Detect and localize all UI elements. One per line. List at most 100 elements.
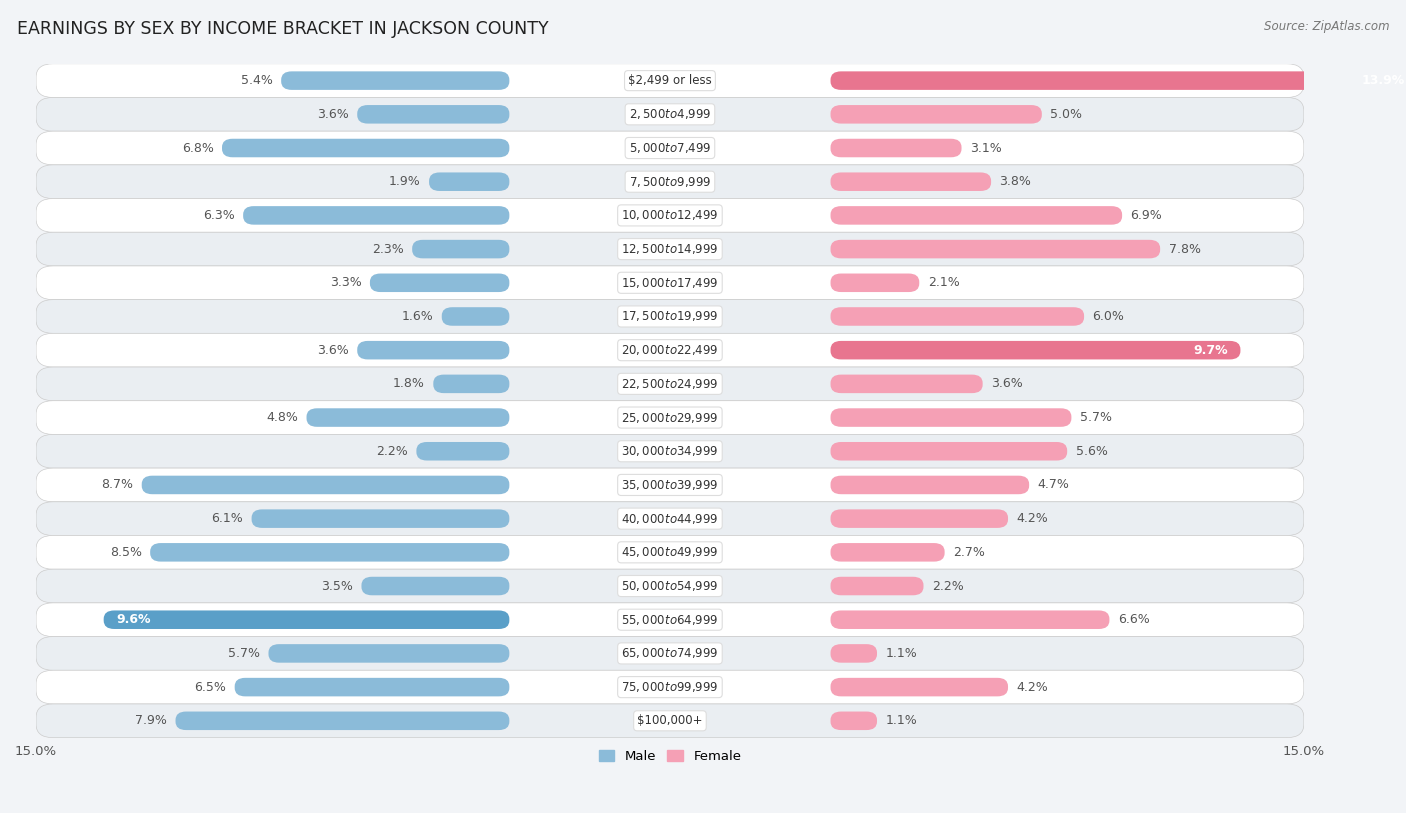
- Text: 5.0%: 5.0%: [1050, 108, 1083, 121]
- FancyBboxPatch shape: [37, 637, 1303, 670]
- Text: $35,000 to $39,999: $35,000 to $39,999: [621, 478, 718, 492]
- Text: 7.8%: 7.8%: [1168, 242, 1201, 255]
- Text: $30,000 to $34,999: $30,000 to $34,999: [621, 444, 718, 459]
- FancyBboxPatch shape: [37, 131, 1303, 165]
- Text: 3.5%: 3.5%: [321, 580, 353, 593]
- FancyBboxPatch shape: [429, 172, 509, 191]
- FancyBboxPatch shape: [831, 375, 983, 393]
- Text: 9.6%: 9.6%: [117, 613, 150, 626]
- Text: 1.8%: 1.8%: [392, 377, 425, 390]
- FancyBboxPatch shape: [831, 476, 1029, 494]
- FancyBboxPatch shape: [307, 408, 509, 427]
- FancyBboxPatch shape: [37, 401, 1303, 434]
- Text: 2.2%: 2.2%: [932, 580, 963, 593]
- FancyBboxPatch shape: [831, 341, 1240, 359]
- Legend: Male, Female: Male, Female: [593, 745, 747, 768]
- Text: $20,000 to $22,499: $20,000 to $22,499: [621, 343, 718, 357]
- Text: EARNINGS BY SEX BY INCOME BRACKET IN JACKSON COUNTY: EARNINGS BY SEX BY INCOME BRACKET IN JAC…: [17, 20, 548, 38]
- FancyBboxPatch shape: [37, 98, 1303, 131]
- FancyBboxPatch shape: [831, 207, 1122, 224]
- FancyBboxPatch shape: [357, 341, 509, 359]
- Text: $17,500 to $19,999: $17,500 to $19,999: [621, 310, 718, 324]
- Text: 3.6%: 3.6%: [316, 344, 349, 357]
- Text: $2,499 or less: $2,499 or less: [628, 74, 711, 87]
- Text: $55,000 to $64,999: $55,000 to $64,999: [621, 613, 718, 627]
- Text: 4.2%: 4.2%: [1017, 512, 1049, 525]
- FancyBboxPatch shape: [37, 569, 1303, 603]
- Text: 2.3%: 2.3%: [373, 242, 404, 255]
- Text: 8.7%: 8.7%: [101, 478, 134, 491]
- FancyBboxPatch shape: [37, 266, 1303, 300]
- FancyBboxPatch shape: [37, 603, 1303, 637]
- FancyBboxPatch shape: [269, 644, 509, 663]
- FancyBboxPatch shape: [412, 240, 509, 259]
- Text: 5.7%: 5.7%: [1080, 411, 1112, 424]
- FancyBboxPatch shape: [176, 711, 509, 730]
- Text: 6.0%: 6.0%: [1092, 310, 1125, 323]
- FancyBboxPatch shape: [357, 105, 509, 124]
- FancyBboxPatch shape: [37, 670, 1303, 704]
- Text: 2.7%: 2.7%: [953, 546, 986, 559]
- Text: 3.6%: 3.6%: [316, 108, 349, 121]
- FancyBboxPatch shape: [831, 273, 920, 292]
- Text: $7,500 to $9,999: $7,500 to $9,999: [628, 175, 711, 189]
- Text: 2.1%: 2.1%: [928, 276, 959, 289]
- Text: 3.1%: 3.1%: [970, 141, 1001, 154]
- Text: 1.6%: 1.6%: [402, 310, 433, 323]
- FancyBboxPatch shape: [831, 105, 1042, 124]
- Text: 7.9%: 7.9%: [135, 715, 167, 728]
- Text: 4.7%: 4.7%: [1038, 478, 1070, 491]
- FancyBboxPatch shape: [104, 611, 509, 629]
- Text: 6.5%: 6.5%: [194, 680, 226, 693]
- Text: 3.8%: 3.8%: [1000, 176, 1032, 188]
- FancyBboxPatch shape: [831, 442, 1067, 460]
- FancyBboxPatch shape: [252, 510, 509, 528]
- FancyBboxPatch shape: [831, 172, 991, 191]
- FancyBboxPatch shape: [831, 576, 924, 595]
- FancyBboxPatch shape: [831, 611, 1109, 629]
- Text: 5.4%: 5.4%: [240, 74, 273, 87]
- Text: $40,000 to $44,999: $40,000 to $44,999: [621, 511, 718, 526]
- FancyBboxPatch shape: [416, 442, 509, 460]
- FancyBboxPatch shape: [441, 307, 509, 326]
- FancyBboxPatch shape: [831, 139, 962, 157]
- FancyBboxPatch shape: [243, 207, 509, 224]
- Text: $25,000 to $29,999: $25,000 to $29,999: [621, 411, 718, 424]
- FancyBboxPatch shape: [235, 678, 509, 697]
- Text: $15,000 to $17,499: $15,000 to $17,499: [621, 276, 718, 289]
- Text: 1.1%: 1.1%: [886, 647, 917, 660]
- FancyBboxPatch shape: [37, 502, 1303, 536]
- Text: 13.9%: 13.9%: [1362, 74, 1405, 87]
- Text: $45,000 to $49,999: $45,000 to $49,999: [621, 546, 718, 559]
- Text: 3.3%: 3.3%: [329, 276, 361, 289]
- FancyBboxPatch shape: [37, 704, 1303, 737]
- FancyBboxPatch shape: [37, 300, 1303, 333]
- FancyBboxPatch shape: [831, 644, 877, 663]
- Text: $75,000 to $99,999: $75,000 to $99,999: [621, 680, 718, 694]
- Text: $50,000 to $54,999: $50,000 to $54,999: [621, 579, 718, 593]
- Text: 8.5%: 8.5%: [110, 546, 142, 559]
- FancyBboxPatch shape: [831, 240, 1160, 259]
- FancyBboxPatch shape: [37, 198, 1303, 233]
- FancyBboxPatch shape: [831, 678, 1008, 697]
- FancyBboxPatch shape: [142, 476, 509, 494]
- FancyBboxPatch shape: [150, 543, 509, 562]
- FancyBboxPatch shape: [37, 434, 1303, 468]
- Text: 3.6%: 3.6%: [991, 377, 1022, 390]
- Text: 6.8%: 6.8%: [181, 141, 214, 154]
- FancyBboxPatch shape: [831, 72, 1406, 90]
- FancyBboxPatch shape: [361, 576, 509, 595]
- FancyBboxPatch shape: [831, 408, 1071, 427]
- FancyBboxPatch shape: [37, 233, 1303, 266]
- FancyBboxPatch shape: [370, 273, 509, 292]
- Text: 6.1%: 6.1%: [211, 512, 243, 525]
- Text: $65,000 to $74,999: $65,000 to $74,999: [621, 646, 718, 660]
- FancyBboxPatch shape: [281, 72, 509, 90]
- FancyBboxPatch shape: [37, 367, 1303, 401]
- Text: $100,000+: $100,000+: [637, 715, 703, 728]
- FancyBboxPatch shape: [831, 543, 945, 562]
- FancyBboxPatch shape: [37, 165, 1303, 198]
- FancyBboxPatch shape: [37, 63, 1303, 98]
- Text: 4.2%: 4.2%: [1017, 680, 1049, 693]
- FancyBboxPatch shape: [433, 375, 509, 393]
